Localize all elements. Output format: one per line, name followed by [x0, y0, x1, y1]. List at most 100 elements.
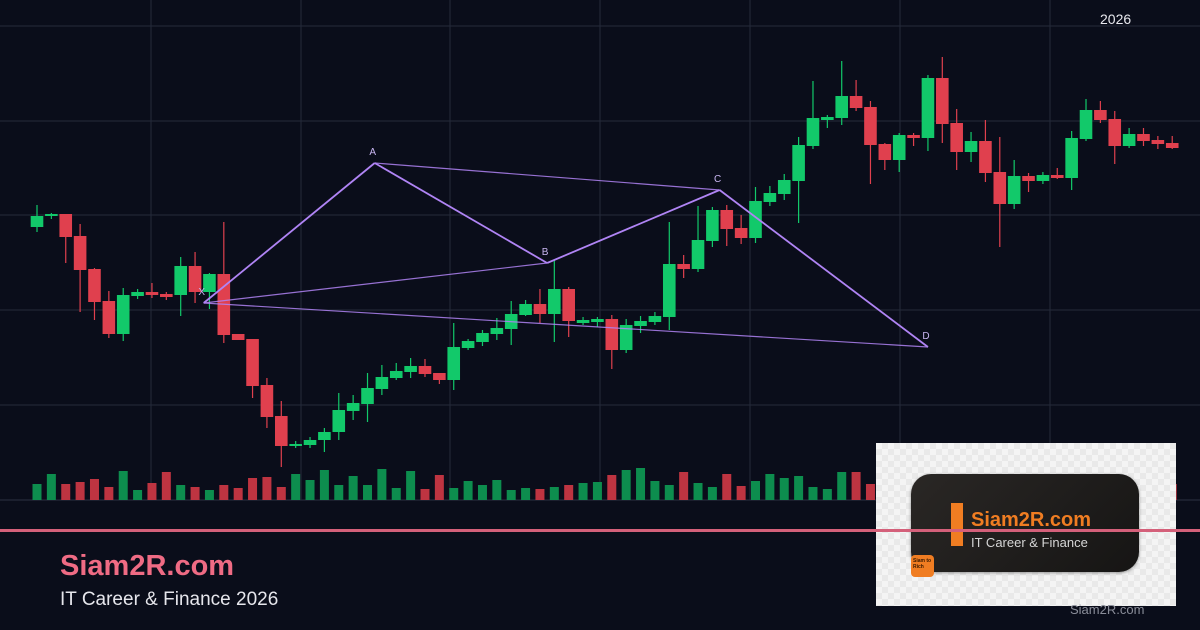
candle	[73, 224, 87, 312]
candle-body	[662, 264, 676, 317]
pattern-leg-CD	[719, 189, 929, 348]
volume-bar	[578, 483, 588, 500]
candle	[936, 57, 949, 143]
candle	[519, 300, 532, 316]
volume-bar	[204, 490, 214, 500]
candle	[1108, 111, 1122, 164]
candle-body	[1108, 119, 1122, 146]
candle	[734, 215, 748, 244]
volume-bar	[463, 481, 473, 500]
candle	[1079, 99, 1093, 141]
volume-bar	[276, 487, 286, 500]
candle	[188, 252, 202, 303]
candle-body	[864, 107, 877, 145]
candle-body	[993, 172, 1007, 204]
candle-body	[1094, 110, 1107, 120]
logo-card: Siam2R.com IT Career & Finance	[911, 474, 1139, 572]
candles	[30, 57, 1179, 467]
candle-body	[605, 319, 619, 350]
candle-body	[979, 141, 992, 173]
volume-bar	[621, 470, 631, 500]
volume-bar	[564, 485, 574, 500]
candle-body	[203, 274, 216, 292]
candle-body	[763, 193, 777, 202]
candle-body	[88, 269, 101, 302]
candle	[1007, 160, 1021, 209]
candle-body	[231, 334, 245, 340]
candle	[433, 373, 446, 384]
volume-bar	[348, 476, 358, 500]
candle-body	[1007, 176, 1021, 204]
pattern-leg-AC	[374, 162, 720, 191]
candle-body	[145, 292, 159, 295]
candle	[777, 174, 791, 200]
volume-bar	[794, 476, 804, 500]
candle	[389, 363, 403, 380]
candle-body	[59, 214, 73, 237]
candle-body	[634, 321, 647, 326]
logo-image: Siam2R.com IT Career & Finance Siam to R…	[876, 443, 1176, 606]
volume-bar	[420, 489, 430, 500]
candle-body	[45, 214, 58, 216]
candle	[447, 323, 461, 390]
candle	[749, 187, 762, 243]
volume-bar	[492, 480, 502, 500]
volume-bar	[75, 482, 85, 500]
candle-body	[447, 347, 461, 380]
volume-bar	[549, 487, 559, 500]
volume-bar	[46, 474, 56, 500]
candle-body	[418, 366, 432, 374]
candle-body	[792, 145, 805, 181]
candle-body	[619, 325, 633, 350]
candle	[145, 283, 159, 298]
volume-bar	[535, 489, 545, 500]
volume-bar	[736, 486, 746, 500]
volume-bar	[521, 488, 531, 500]
candle-body	[1065, 138, 1078, 178]
volume-bar	[837, 472, 847, 500]
candle	[88, 268, 101, 320]
divider-line	[0, 529, 1200, 532]
candle	[1065, 131, 1078, 190]
candle-body	[1022, 176, 1035, 181]
pattern-label-C: C	[714, 174, 721, 185]
candle-body	[878, 144, 892, 160]
candle-body	[274, 416, 288, 446]
candle	[361, 373, 374, 422]
candle-body	[576, 320, 590, 323]
volume-bar	[449, 488, 459, 500]
candle	[1151, 136, 1165, 149]
candle-body	[749, 201, 762, 238]
candle-body	[476, 333, 489, 342]
candle-body	[246, 339, 259, 386]
candle	[950, 109, 963, 170]
volume-bar	[176, 485, 186, 500]
candle-body	[332, 410, 346, 432]
volume-bar	[61, 484, 71, 500]
volume-bar	[319, 470, 329, 500]
candle-body	[821, 117, 834, 120]
pattern-label-A: A	[369, 147, 376, 158]
candle-body	[691, 240, 705, 269]
candle	[763, 186, 777, 206]
candle	[835, 61, 849, 125]
candle	[102, 291, 116, 338]
pattern-label-X: X	[198, 287, 205, 298]
candle	[648, 312, 662, 325]
candle	[116, 288, 130, 341]
candle-body	[160, 294, 173, 297]
candle-body	[1036, 175, 1050, 181]
candle-body	[131, 292, 144, 296]
candle	[662, 222, 676, 330]
candle-body	[950, 123, 963, 152]
candle-body	[936, 78, 949, 124]
candle-body	[677, 264, 690, 269]
candle	[131, 289, 144, 299]
pattern-label-B: B	[542, 247, 549, 258]
volume-bar	[722, 474, 732, 500]
candle	[231, 334, 245, 340]
candle-body	[461, 341, 475, 348]
candle-body	[835, 96, 849, 118]
volume-bar	[377, 469, 387, 500]
candle-body	[1165, 143, 1179, 148]
